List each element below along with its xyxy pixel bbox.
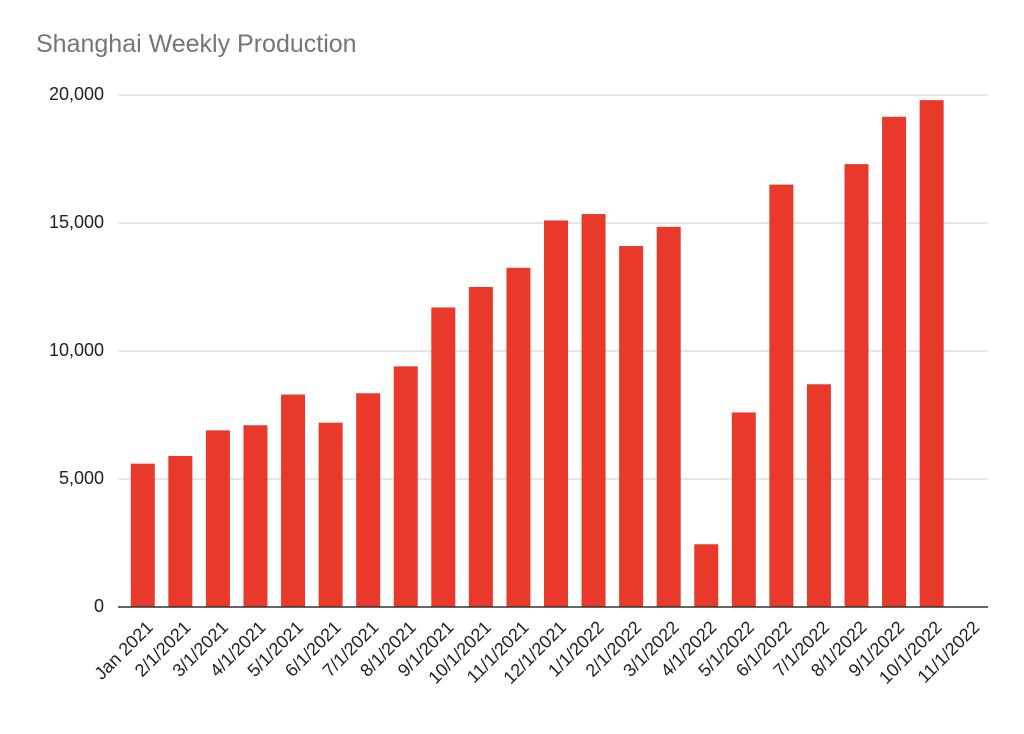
y-tick-label: 15,000 [49,212,104,232]
bar [468,287,493,607]
y-tick-label: 20,000 [49,84,104,104]
bar [731,412,756,607]
bar [619,246,644,608]
y-tick-label: 0 [94,596,104,616]
bar [431,307,456,607]
bar [656,226,681,607]
bar [806,384,831,607]
bar [694,544,719,607]
bar [769,184,794,607]
y-tick-label: 10,000 [49,340,104,360]
bar [356,393,381,607]
bar [281,394,306,607]
bar [393,366,418,607]
bar [318,422,343,607]
bar [243,425,268,607]
bar [544,220,568,607]
bar [205,430,230,607]
chart-title: Shanghai Weekly Production [36,30,357,58]
bar [581,214,606,608]
y-tick-label: 5,000 [59,468,104,488]
bar [844,164,869,607]
bar [919,100,944,608]
bar [130,463,155,607]
bar [882,116,907,607]
bar [506,267,531,607]
bar [168,455,193,607]
